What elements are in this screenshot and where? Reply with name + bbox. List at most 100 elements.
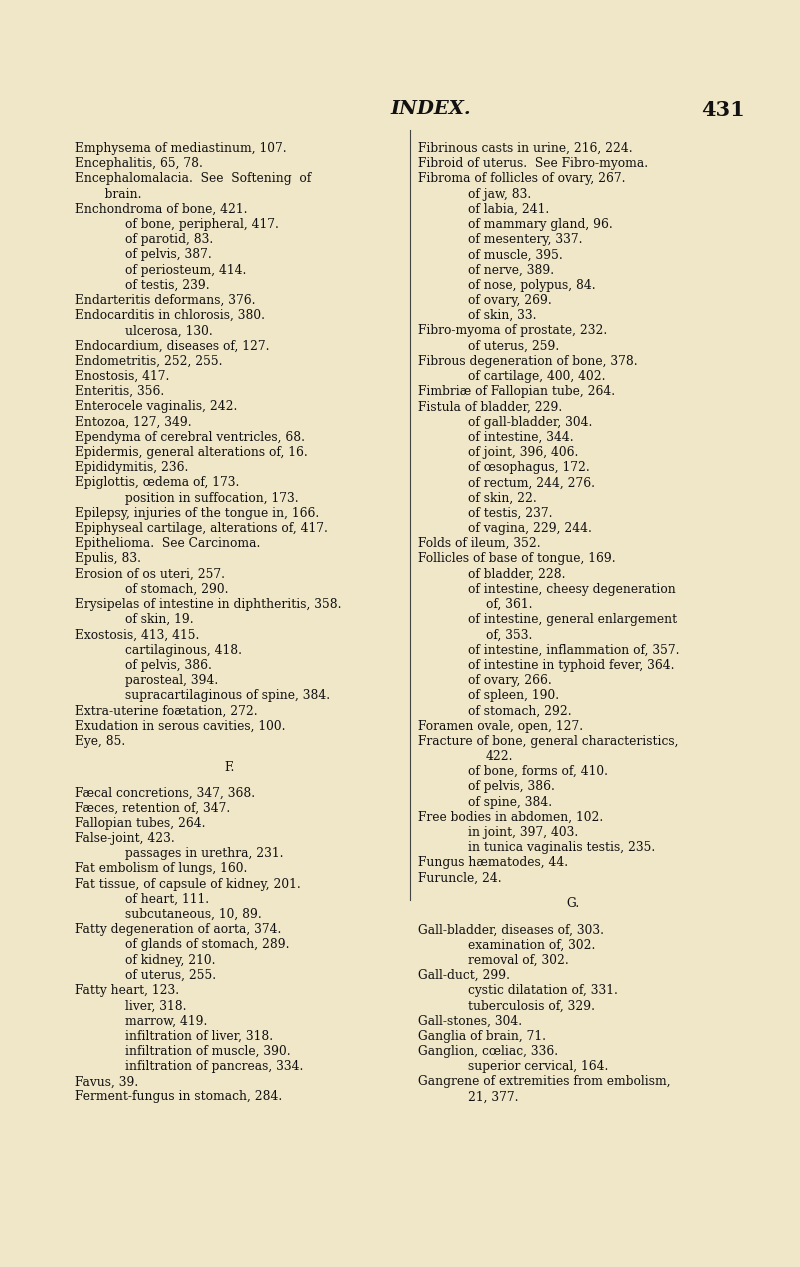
Text: Fracture of bone, general characteristics,: Fracture of bone, general characteristic… <box>418 735 678 748</box>
Text: 422.: 422. <box>486 750 514 763</box>
Text: 431: 431 <box>702 100 745 120</box>
Text: Favus, 39.: Favus, 39. <box>75 1076 138 1088</box>
Text: Epiphyseal cartilage, alterations of, 417.: Epiphyseal cartilage, alterations of, 41… <box>75 522 328 535</box>
Text: Fungus hæmatodes, 44.: Fungus hæmatodes, 44. <box>418 856 568 869</box>
Text: of bone, peripheral, 417.: of bone, peripheral, 417. <box>125 218 279 231</box>
Text: cystic dilatation of, 331.: cystic dilatation of, 331. <box>468 984 618 997</box>
Text: of gall-bladder, 304.: of gall-bladder, 304. <box>468 416 592 428</box>
Text: Emphysema of mediastinum, 107.: Emphysema of mediastinum, 107. <box>75 142 286 155</box>
Text: Fibro-myoma of prostate, 232.: Fibro-myoma of prostate, 232. <box>418 324 607 337</box>
Text: Enchondroma of bone, 421.: Enchondroma of bone, 421. <box>75 203 247 215</box>
Text: of intestine, inflammation of, 357.: of intestine, inflammation of, 357. <box>468 644 679 656</box>
Text: Endometritis, 252, 255.: Endometritis, 252, 255. <box>75 355 222 367</box>
Text: of bone, forms of, 410.: of bone, forms of, 410. <box>468 765 608 778</box>
Text: Fatty degeneration of aorta, 374.: Fatty degeneration of aorta, 374. <box>75 924 282 936</box>
Text: of rectum, 244, 276.: of rectum, 244, 276. <box>468 476 595 489</box>
Text: Fibrinous casts in urine, 216, 224.: Fibrinous casts in urine, 216, 224. <box>418 142 633 155</box>
Text: Enterocele vaginalis, 242.: Enterocele vaginalis, 242. <box>75 400 238 413</box>
Text: infiltration of liver, 318.: infiltration of liver, 318. <box>125 1030 273 1043</box>
Text: of kidney, 210.: of kidney, 210. <box>125 954 215 967</box>
Text: Fat embolism of lungs, 160.: Fat embolism of lungs, 160. <box>75 863 247 875</box>
Text: Fat tissue, of capsule of kidney, 201.: Fat tissue, of capsule of kidney, 201. <box>75 878 301 891</box>
Text: Fæcal concretions, 347, 368.: Fæcal concretions, 347, 368. <box>75 787 255 799</box>
Text: Extra-uterine foætation, 272.: Extra-uterine foætation, 272. <box>75 704 258 717</box>
Text: liver, 318.: liver, 318. <box>125 1000 186 1012</box>
Text: marrow, 419.: marrow, 419. <box>125 1015 207 1028</box>
Text: in tunica vaginalis testis, 235.: in tunica vaginalis testis, 235. <box>468 841 655 854</box>
Text: Epididymitis, 236.: Epididymitis, 236. <box>75 461 188 474</box>
Text: Erysipelas of intestine in diphtheritis, 358.: Erysipelas of intestine in diphtheritis,… <box>75 598 342 611</box>
Text: 21, 377.: 21, 377. <box>468 1091 518 1104</box>
Text: of muscle, 395.: of muscle, 395. <box>468 248 562 261</box>
Text: passages in urethra, 231.: passages in urethra, 231. <box>125 848 283 860</box>
Text: of mesentery, 337.: of mesentery, 337. <box>468 233 582 246</box>
Text: Encephalomalacia.  See  Softening  of: Encephalomalacia. See Softening of <box>75 172 311 185</box>
Text: of intestine, 344.: of intestine, 344. <box>468 431 574 443</box>
Text: Erosion of os uteri, 257.: Erosion of os uteri, 257. <box>75 568 225 580</box>
Text: Entozoa, 127, 349.: Entozoa, 127, 349. <box>75 416 192 428</box>
Text: subcutaneous, 10, 89.: subcutaneous, 10, 89. <box>125 908 262 921</box>
Text: tuberculosis of, 329.: tuberculosis of, 329. <box>468 1000 595 1012</box>
Text: superior cervical, 164.: superior cervical, 164. <box>468 1060 608 1073</box>
Text: of heart, 111.: of heart, 111. <box>125 893 209 906</box>
Text: of mammary gland, 96.: of mammary gland, 96. <box>468 218 613 231</box>
Text: of testis, 239.: of testis, 239. <box>125 279 210 291</box>
Text: Epiglottis, œdema of, 173.: Epiglottis, œdema of, 173. <box>75 476 239 489</box>
Text: of spleen, 190.: of spleen, 190. <box>468 689 559 702</box>
Text: Ganglion, cœliac, 336.: Ganglion, cœliac, 336. <box>418 1045 558 1058</box>
Text: of intestine, general enlargement: of intestine, general enlargement <box>468 613 677 626</box>
Text: Follicles of base of tongue, 169.: Follicles of base of tongue, 169. <box>418 552 616 565</box>
Text: cartilaginous, 418.: cartilaginous, 418. <box>125 644 242 656</box>
Text: parosteal, 394.: parosteal, 394. <box>125 674 218 687</box>
Text: INDEX.: INDEX. <box>390 100 470 118</box>
Text: of spine, 384.: of spine, 384. <box>468 796 552 808</box>
Text: supracartilaginous of spine, 384.: supracartilaginous of spine, 384. <box>125 689 330 702</box>
Text: Gall-stones, 304.: Gall-stones, 304. <box>418 1015 522 1028</box>
Text: of intestine, cheesy degeneration: of intestine, cheesy degeneration <box>468 583 676 595</box>
Text: Eye, 85.: Eye, 85. <box>75 735 126 748</box>
Text: Endocardium, diseases of, 127.: Endocardium, diseases of, 127. <box>75 340 270 352</box>
Text: of pelvis, 386.: of pelvis, 386. <box>125 659 212 672</box>
Text: infiltration of muscle, 390.: infiltration of muscle, 390. <box>125 1045 290 1058</box>
Text: of pelvis, 386.: of pelvis, 386. <box>468 780 555 793</box>
Text: Fibrous degeneration of bone, 378.: Fibrous degeneration of bone, 378. <box>418 355 638 367</box>
Text: of joint, 396, 406.: of joint, 396, 406. <box>468 446 578 459</box>
Text: Endocarditis in chlorosis, 380.: Endocarditis in chlorosis, 380. <box>75 309 265 322</box>
Text: of skin, 22.: of skin, 22. <box>468 492 537 504</box>
Text: brain.: brain. <box>93 188 142 200</box>
Text: Gall-bladder, diseases of, 303.: Gall-bladder, diseases of, 303. <box>418 924 604 936</box>
Text: Furuncle, 24.: Furuncle, 24. <box>418 872 502 884</box>
Text: of stomach, 292.: of stomach, 292. <box>468 704 572 717</box>
Text: of pelvis, 387.: of pelvis, 387. <box>125 248 212 261</box>
Text: of jaw, 83.: of jaw, 83. <box>468 188 531 200</box>
Text: Enteritis, 356.: Enteritis, 356. <box>75 385 164 398</box>
Text: Foramen ovale, open, 127.: Foramen ovale, open, 127. <box>418 720 583 732</box>
Text: in joint, 397, 403.: in joint, 397, 403. <box>468 826 578 839</box>
Text: Epilepsy, injuries of the tongue in, 166.: Epilepsy, injuries of the tongue in, 166… <box>75 507 319 519</box>
Text: Epithelioma.  See Carcinoma.: Epithelioma. See Carcinoma. <box>75 537 260 550</box>
Text: of labia, 241.: of labia, 241. <box>468 203 550 215</box>
Text: of vagina, 229, 244.: of vagina, 229, 244. <box>468 522 592 535</box>
Text: infiltration of pancreas, 334.: infiltration of pancreas, 334. <box>125 1060 303 1073</box>
Text: Folds of ileum, 352.: Folds of ileum, 352. <box>418 537 541 550</box>
Text: Exudation in serous cavities, 100.: Exudation in serous cavities, 100. <box>75 720 286 732</box>
Text: Ferment-fungus in stomach, 284.: Ferment-fungus in stomach, 284. <box>75 1091 282 1104</box>
Text: ulcerosa, 130.: ulcerosa, 130. <box>125 324 213 337</box>
Text: Fallopian tubes, 264.: Fallopian tubes, 264. <box>75 817 206 830</box>
Text: of ovary, 269.: of ovary, 269. <box>468 294 552 307</box>
Text: of bladder, 228.: of bladder, 228. <box>468 568 566 580</box>
Text: of œsophagus, 172.: of œsophagus, 172. <box>468 461 590 474</box>
Text: of, 353.: of, 353. <box>486 628 532 641</box>
Text: Encephalitis, 65, 78.: Encephalitis, 65, 78. <box>75 157 203 170</box>
Text: F.: F. <box>225 760 235 774</box>
Text: of glands of stomach, 289.: of glands of stomach, 289. <box>125 939 290 952</box>
Text: Free bodies in abdomen, 102.: Free bodies in abdomen, 102. <box>418 811 603 824</box>
Text: Ganglia of brain, 71.: Ganglia of brain, 71. <box>418 1030 546 1043</box>
Text: Fistula of bladder, 229.: Fistula of bladder, 229. <box>418 400 562 413</box>
Text: of periosteum, 414.: of periosteum, 414. <box>125 264 246 276</box>
Text: examination of, 302.: examination of, 302. <box>468 939 595 952</box>
Text: Fatty heart, 123.: Fatty heart, 123. <box>75 984 179 997</box>
Text: of uterus, 255.: of uterus, 255. <box>125 969 216 982</box>
Text: of intestine in typhoid fever, 364.: of intestine in typhoid fever, 364. <box>468 659 674 672</box>
Text: Fibroid of uterus.  See Fibro-myoma.: Fibroid of uterus. See Fibro-myoma. <box>418 157 648 170</box>
